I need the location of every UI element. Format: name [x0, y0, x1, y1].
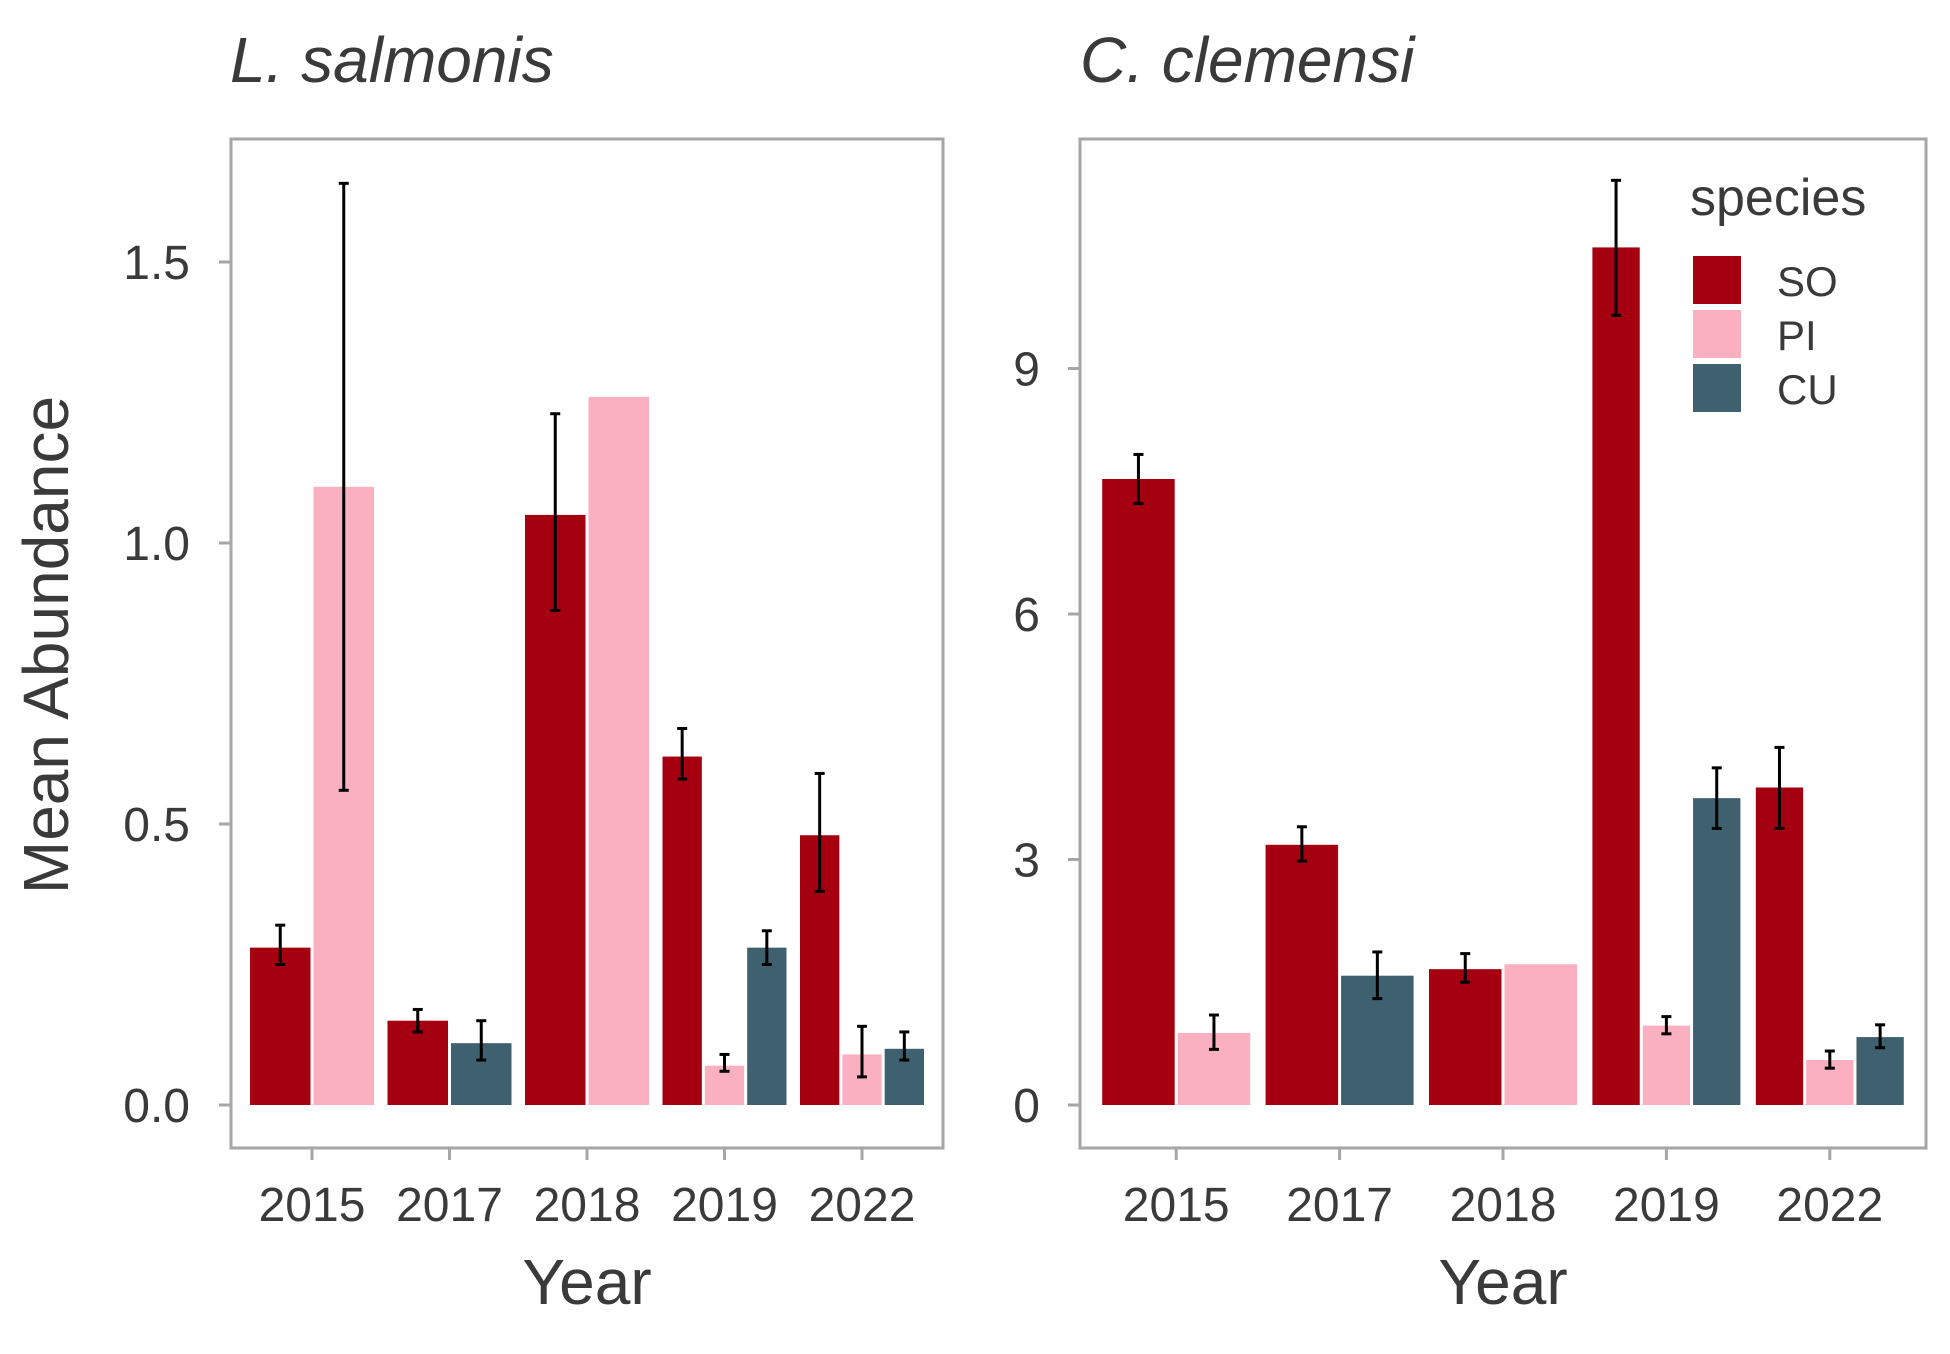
x-axis-ticks-c-clemensi: 2015 2017 2018 2019 2022 [1123, 1148, 1883, 1232]
error-bar-l-salmonis-2019-pi [719, 1052, 730, 1073]
panel-l-salmonis: L. salmonis 0.00.51.01.5 2015 2017 2018 201… [123, 24, 945, 1318]
legend-title: species [1690, 169, 1866, 227]
x-axis-title-c-clemensi: Year [1438, 1246, 1567, 1318]
x-tick-label: 2019 [671, 1179, 778, 1232]
y-tick-label: 0.5 [123, 799, 190, 852]
bar-l-salmonis-2019-so [662, 756, 702, 1105]
error-bar-l-salmonis-2022-cu [899, 1030, 910, 1062]
panel-title-c-clemensi: C. clemensi [1080, 24, 1416, 96]
legend-swatch-pi [1693, 310, 1741, 358]
bar-c-clemensi-2018-so [1429, 969, 1502, 1105]
legend-label-cu: CU [1777, 366, 1838, 413]
bar-c-clemensi-2018-pi [1504, 964, 1577, 1105]
x-tick-label: 2015 [259, 1179, 366, 1232]
x-tick-label: 2018 [534, 1179, 641, 1232]
error-bar-c-clemensi-2022-pi [1824, 1049, 1835, 1070]
x-axis-ticks-l-salmonis: 2015 2017 2018 2019 2022 [259, 1148, 916, 1232]
bars-l-salmonis [250, 396, 924, 1105]
bar-c-clemensi-2022-so [1755, 787, 1804, 1105]
panel-title-l-salmonis: L. salmonis [230, 24, 554, 96]
error-bar-c-clemensi-2015-pi [1208, 1013, 1219, 1051]
x-tick-label: 2022 [809, 1179, 916, 1232]
error-bar-l-salmonis-2019-so [677, 726, 688, 781]
bar-l-salmonis-2019-cu [747, 947, 787, 1105]
x-tick-label: 2017 [1286, 1179, 1393, 1232]
legend: species SO PI CU [1690, 169, 1866, 413]
legend-label-so: SO [1777, 258, 1838, 305]
error-bar-c-clemensi-2017-cu [1372, 950, 1383, 1001]
error-bar-l-salmonis-2017-cu [476, 1019, 487, 1062]
error-bar-l-salmonis-2022-pi [857, 1024, 867, 1079]
x-tick-label: 2017 [396, 1179, 503, 1232]
error-bar-c-clemensi-2015-so [1133, 452, 1144, 506]
x-axis-title-l-salmonis: Year [522, 1246, 651, 1318]
y-axis-ticks-l-salmonis: 0.0 0.5 1.0 1.5 [123, 237, 231, 1133]
bar-l-salmonis-2015-so [250, 947, 311, 1105]
bar-l-salmonis-2018-so [525, 514, 586, 1105]
legend-swatch-so [1693, 256, 1741, 304]
bar-c-clemensi-2017-so [1265, 844, 1339, 1105]
error-bar-c-clemensi-2019-pi [1661, 1015, 1672, 1036]
y-tick-label: 9 [1013, 344, 1040, 397]
error-bar-l-salmonis-2015-pi [338, 181, 349, 792]
error-bars-l-salmonis [275, 181, 910, 1079]
legend-swatch-cu [1693, 364, 1741, 412]
error-bar-l-salmonis-2019-cu [761, 929, 772, 966]
error-bar-c-clemensi-2019-so [1611, 178, 1622, 317]
error-bar-c-clemensi-2022-so [1774, 745, 1785, 830]
y-tick-label: 6 [1013, 589, 1040, 642]
y-tick-label: 3 [1013, 835, 1040, 888]
error-bar-l-salmonis-2015-so [275, 923, 286, 966]
error-bar-c-clemensi-2019-cu [1711, 766, 1722, 830]
bar-c-clemensi-2015-so [1102, 479, 1175, 1105]
error-bar-l-salmonis-2022-so [814, 771, 825, 893]
bar-c-clemensi-2019-pi [1642, 1025, 1691, 1105]
y-tick-label: 0.0 [123, 1080, 190, 1133]
error-bar-l-salmonis-2018-so [550, 412, 561, 612]
bar-l-salmonis-2017-so [387, 1020, 448, 1105]
bar-c-clemensi-2019-cu [1693, 798, 1741, 1105]
error-bars-c-clemensi [1133, 178, 1886, 1070]
y-axis-ticks-c-clemensi: 0 3 6 9 [1013, 344, 1080, 1133]
x-tick-label: 2015 [1123, 1179, 1230, 1232]
error-bar-c-clemensi-2017-so [1296, 825, 1307, 863]
x-tick-label: 2018 [1450, 1179, 1557, 1232]
error-bar-l-salmonis-2017-so [412, 1007, 423, 1034]
x-tick-label: 2022 [1776, 1179, 1883, 1232]
x-tick-label: 2019 [1613, 1179, 1720, 1232]
y-axis-title: Mean Abundance [10, 396, 82, 894]
panel-c-clemensi: C. clemensi 0 3 6 9 2015 2017 2018 2019 2022 Ye… [1013, 24, 1928, 1318]
error-bar-c-clemensi-2022-cu [1875, 1023, 1886, 1050]
y-tick-label: 1.5 [123, 237, 190, 290]
bar-c-clemensi-2019-so [1592, 247, 1640, 1105]
bar-l-salmonis-2018-pi [588, 396, 649, 1105]
error-bar-c-clemensi-2018-so [1460, 952, 1471, 984]
y-tick-label: 1.0 [123, 518, 190, 571]
y-tick-label: 0 [1013, 1080, 1040, 1133]
legend-label-pi: PI [1777, 312, 1817, 359]
bars-c-clemensi [1102, 247, 1904, 1105]
